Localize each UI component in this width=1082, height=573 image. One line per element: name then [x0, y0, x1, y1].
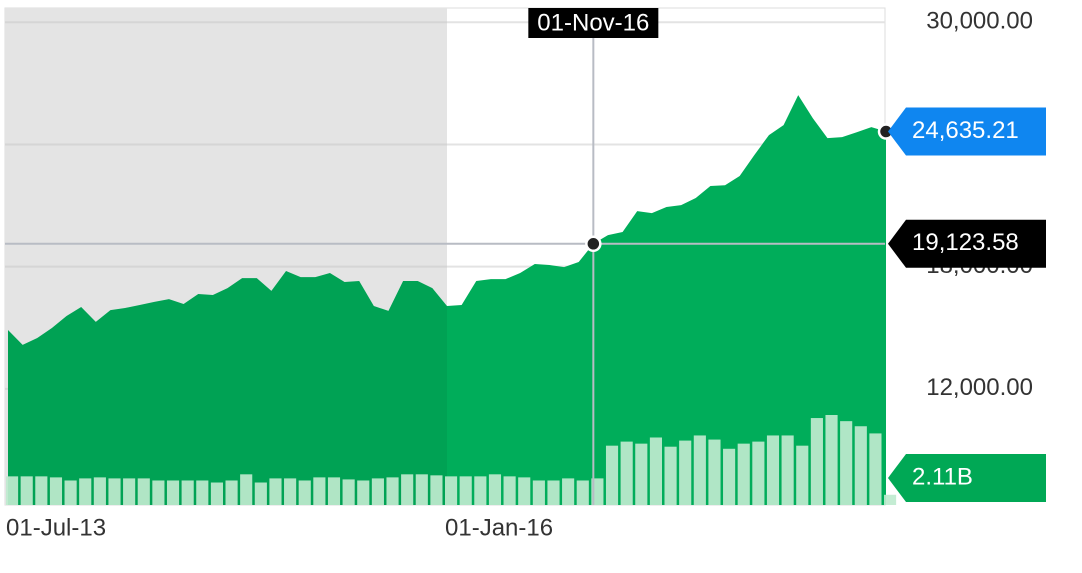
- volume-bar: [474, 476, 487, 505]
- y-tick-label: 30,000.00: [926, 8, 1033, 35]
- price-area: [8, 95, 886, 506]
- volume-bar: [635, 443, 648, 505]
- volume-bar: [298, 480, 311, 505]
- volume-bar: [884, 494, 897, 505]
- volume-bar: [313, 477, 326, 505]
- volume-bar: [254, 482, 267, 505]
- volume-bar: [708, 439, 721, 505]
- volume-bar: [752, 441, 765, 505]
- volume-bar: [225, 480, 238, 505]
- volume-bar: [810, 418, 823, 505]
- crosshair-date-badge: [528, 8, 659, 38]
- volume-bar: [371, 478, 384, 505]
- volume-bar: [166, 480, 180, 505]
- volume-bar: [357, 480, 370, 505]
- volume-bar: [766, 435, 780, 505]
- crosshair-date: 01-Nov-16: [537, 9, 649, 36]
- volume-bar: [79, 478, 92, 505]
- volume-bar: [723, 448, 736, 505]
- volume-bar: [152, 480, 165, 505]
- volume-bar: [327, 477, 341, 505]
- volume-bar: [401, 474, 414, 505]
- volume-bar: [49, 477, 63, 505]
- volume-bar: [386, 477, 399, 505]
- volume-bar: [210, 482, 223, 505]
- volume-bar: [664, 446, 677, 505]
- y-tick-label: 12,000.00: [926, 374, 1033, 401]
- volume-bar: [93, 477, 106, 505]
- last-price-badge: [888, 107, 1046, 156]
- volume-bar: [854, 426, 867, 505]
- volume-bar: [108, 478, 121, 505]
- volume-bar: [488, 474, 502, 505]
- volume-bar: [503, 476, 516, 505]
- volume-bar: [532, 480, 545, 505]
- volume-bar: [284, 478, 297, 505]
- volume-bar: [781, 435, 794, 505]
- volume-bar: [840, 421, 853, 505]
- volume-bar: [240, 474, 253, 505]
- volume-bar: [869, 433, 882, 505]
- volume-bar: [415, 474, 428, 505]
- volume-bar: [679, 440, 692, 505]
- volume-bar: [430, 475, 443, 505]
- volume-bar: [562, 478, 575, 505]
- volume-bar: [620, 441, 633, 505]
- volume-bar: [445, 476, 458, 505]
- volume-bar: [20, 476, 33, 505]
- volume-bar: [518, 477, 531, 505]
- volume-bar: [796, 445, 809, 505]
- volume-bar: [737, 443, 750, 505]
- volume-bar: [342, 479, 355, 505]
- volume-bar: [6, 476, 19, 505]
- last-price-label: 24,635.21: [912, 117, 1019, 144]
- volume-badge: [888, 454, 1046, 502]
- volume-bar: [649, 437, 662, 505]
- crosshair-value-label: 19,123.58: [912, 229, 1019, 256]
- volume-bar: [693, 435, 706, 505]
- volume-bar: [64, 480, 77, 505]
- volume-bar: [35, 476, 48, 505]
- volume-bar: [196, 480, 209, 505]
- volume-bar: [825, 415, 838, 505]
- volume-bar: [137, 478, 150, 505]
- volume-bar: [269, 478, 282, 505]
- volume-bar: [605, 445, 619, 505]
- volume-bar: [576, 480, 589, 505]
- x-tick-label: 01-Jan-16: [445, 514, 553, 541]
- volume-label: 2.11B: [912, 463, 973, 490]
- volume-bar: [459, 476, 472, 505]
- crosshair-point: [585, 235, 602, 253]
- volume-bar: [123, 478, 136, 505]
- volume-bar: [591, 478, 604, 505]
- volume-bar: [547, 480, 560, 505]
- volume-bar: [181, 480, 194, 505]
- x-tick-label: 01-Jul-13: [6, 514, 106, 541]
- crosshair-value-badge: [888, 219, 1046, 268]
